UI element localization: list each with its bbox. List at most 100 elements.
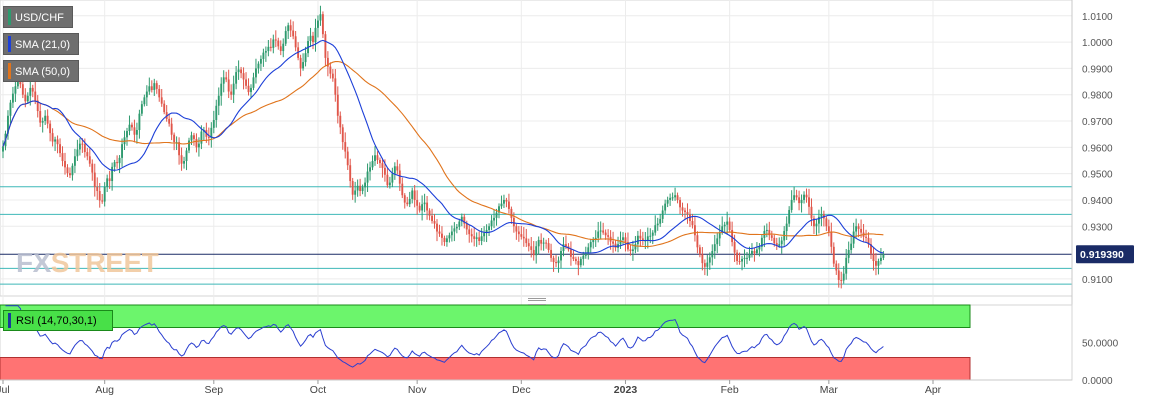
candle-down: [341, 127, 344, 143]
candle-up: [669, 197, 672, 200]
candle-up: [408, 198, 411, 205]
panel-resize-handle[interactable]: [528, 298, 546, 305]
candle-up: [651, 232, 654, 236]
horizontal-levels: [0, 186, 1072, 285]
candle-down: [398, 170, 401, 184]
candle-down: [178, 142, 181, 156]
candle-down: [289, 25, 292, 31]
candle-up: [755, 249, 758, 254]
candle-down: [88, 156, 91, 164]
candle-up: [9, 102, 12, 116]
candle-up: [257, 63, 260, 69]
candle-down: [383, 167, 386, 175]
candle-up: [666, 199, 669, 204]
price-tick-label: 1.0100: [1082, 12, 1113, 23]
candle-up: [503, 199, 505, 204]
candle-down: [279, 46, 282, 52]
candle-up: [780, 240, 783, 245]
symbol-legend[interactable]: USD/CHF: [3, 6, 73, 28]
candle-up: [634, 244, 637, 250]
candle-down: [865, 236, 867, 238]
candle-up: [185, 150, 188, 162]
candle-down: [155, 83, 158, 89]
candle-down: [627, 242, 629, 250]
candle-up: [302, 62, 305, 69]
sma-21-line: [2, 39, 884, 254]
candle-up: [267, 46, 270, 52]
candle-down: [703, 263, 706, 267]
candle-up: [304, 53, 307, 63]
candle-up: [210, 127, 213, 138]
candle-up: [391, 173, 394, 183]
sma50-swatch: [8, 63, 11, 80]
candle-up: [562, 244, 565, 252]
candle-down: [530, 246, 533, 250]
candle-up: [587, 247, 590, 254]
sma50-legend[interactable]: SMA (50,0): [3, 60, 80, 82]
candle-down: [81, 143, 84, 145]
candle-up: [557, 260, 560, 264]
candle-up: [758, 246, 761, 250]
candle-down: [346, 151, 349, 166]
candle-up: [287, 25, 290, 32]
candle-down: [768, 229, 771, 236]
candle-up: [475, 237, 478, 239]
candle-up: [371, 161, 374, 168]
candle-down: [525, 238, 528, 244]
rsi-tick-label: 50.0000: [1082, 339, 1119, 350]
candle-down: [676, 195, 679, 200]
candle-down: [681, 207, 684, 211]
candle-up: [718, 232, 721, 239]
candle-down: [470, 234, 473, 237]
time-tick-label: Aug: [95, 384, 114, 396]
candle-up: [542, 242, 545, 244]
rsi-line: [5, 305, 884, 368]
candle-down: [324, 34, 327, 58]
candle-up: [674, 195, 677, 198]
candle-down: [207, 136, 210, 138]
candle-down: [731, 229, 734, 243]
candle-up: [128, 124, 131, 132]
candle-down: [813, 218, 815, 227]
current-price-label: 0.919390: [1080, 249, 1124, 261]
candle-down: [825, 218, 828, 227]
candle-up: [135, 129, 138, 135]
candle-up: [480, 236, 483, 242]
candle-down: [830, 231, 833, 247]
time-axis: Jul Aug Sep Oct Nov Dec 2023 Feb Mar Apr: [0, 379, 1072, 396]
candle-down: [193, 135, 195, 139]
candle-down: [522, 236, 525, 239]
candle-down: [428, 210, 431, 216]
sma21-legend[interactable]: SMA (21,0): [3, 33, 80, 55]
candle-up: [78, 143, 81, 150]
candle-down: [604, 232, 607, 236]
candle-up: [361, 187, 364, 192]
candle-up: [16, 81, 19, 87]
candle-down: [245, 79, 247, 86]
candle-up: [411, 190, 414, 199]
candle-up: [2, 146, 4, 152]
candle-up: [76, 149, 79, 157]
candle-up: [661, 210, 664, 219]
candle-down: [436, 223, 438, 232]
time-tick-label: Mar: [820, 384, 839, 396]
candle-down: [770, 235, 773, 238]
candle-up: [319, 14, 322, 21]
candle-down: [602, 230, 605, 233]
candle-down: [577, 261, 580, 266]
candle-up: [445, 238, 448, 243]
candle-down: [696, 235, 699, 248]
fxstreet-watermark: FXSTREET: [16, 247, 159, 278]
rsi-overbought-zone: [0, 304, 971, 328]
candle-down: [34, 91, 37, 101]
time-tick-label: Sep: [204, 384, 223, 396]
candle-up: [44, 115, 47, 122]
candle-down: [775, 243, 778, 246]
sma21-label: SMA (21,0): [15, 39, 71, 51]
candle-down: [527, 243, 530, 247]
candle-up: [495, 212, 498, 218]
rsi-legend[interactable]: RSI (14,70,30,1): [3, 310, 113, 331]
rsi-panel: [0, 304, 1073, 381]
candle-up: [232, 83, 235, 95]
